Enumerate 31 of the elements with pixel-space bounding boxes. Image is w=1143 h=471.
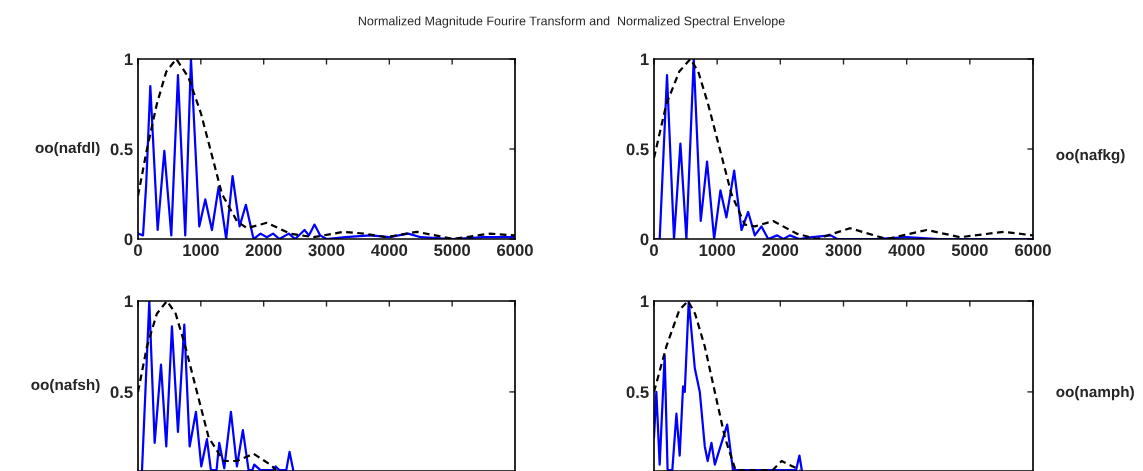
y-axis-title: oo(nafkg) [1056, 149, 1125, 164]
y-tick-label: 0.5 [110, 143, 133, 156]
line-series [654, 59, 1033, 239]
line-series [138, 59, 515, 239]
y-tick-label: 0.5 [110, 386, 133, 399]
y-tick-label: 1 [640, 53, 649, 66]
x-tick-label: 0 [650, 244, 658, 257]
x-tick-label: 4000 [888, 244, 925, 257]
y-axis-title: oo(namph) [1056, 386, 1134, 401]
x-tick-label: 5000 [434, 244, 471, 257]
x-tick-label: 2000 [762, 244, 799, 257]
x-tick-label: 3000 [308, 244, 345, 257]
x-tick-label: 2000 [245, 244, 282, 257]
y-tick-label: 1 [640, 295, 649, 308]
y-tick-label: 1 [124, 53, 133, 66]
x-tick-label: 1000 [183, 244, 219, 257]
text: Normalized Magnitude Fourire Transform and Normalized Spectral Envelope [358, 16, 785, 28]
x-tick-label: 3000 [825, 244, 862, 257]
y-tick-label: 0 [640, 233, 649, 246]
y-axis-title: oo(nafdl) [35, 141, 100, 157]
y-tick-label: 0.5 [626, 143, 649, 156]
y-tick-label: 1 [124, 295, 133, 308]
x-tick-label: 4000 [371, 244, 408, 257]
x-tick-label: 5000 [951, 244, 988, 257]
x-tick-label: 6000 [497, 244, 533, 257]
x-tick-label: 6000 [1015, 244, 1051, 257]
y-tick-label: 0 [124, 233, 133, 246]
y-axis-title: oo(nafsh) [31, 378, 100, 394]
x-tick-label: 0 [134, 244, 142, 257]
y-tick-label: 0.5 [626, 386, 649, 399]
x-tick-label: 1000 [699, 244, 736, 257]
